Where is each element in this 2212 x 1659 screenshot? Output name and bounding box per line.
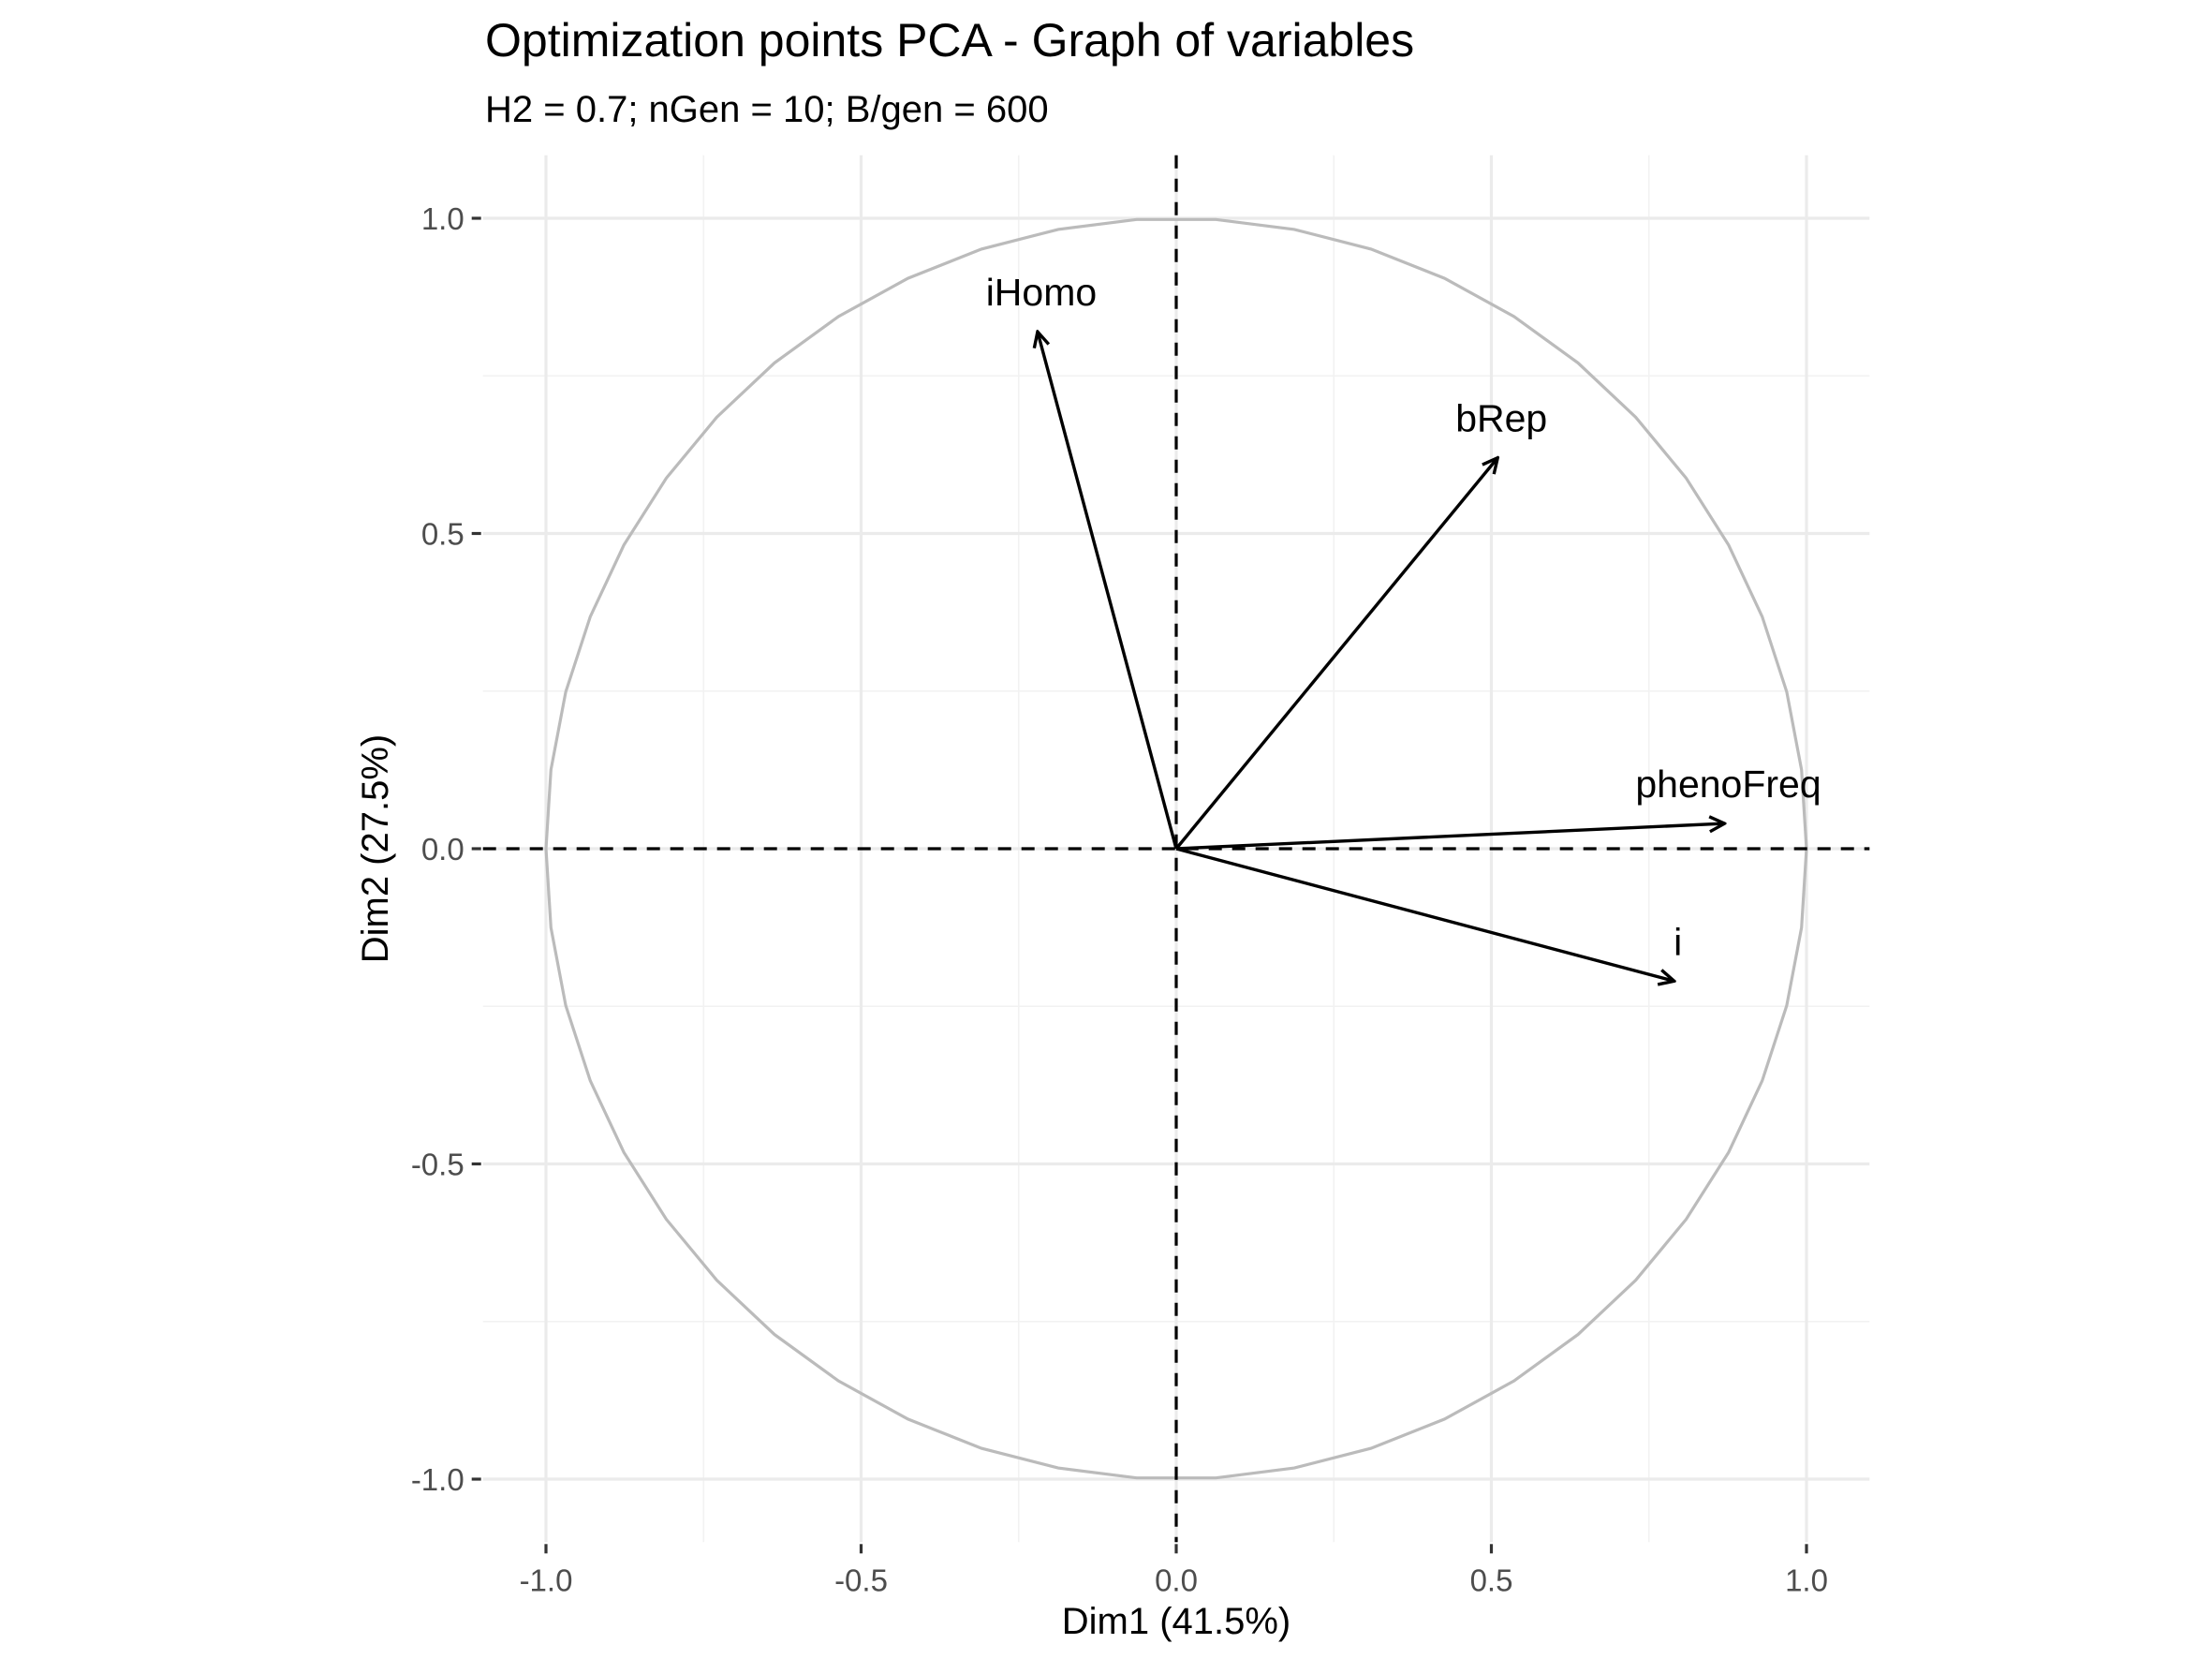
arrow-i bbox=[1175, 847, 1674, 981]
arrow-bRep bbox=[1174, 458, 1497, 851]
y-tick-label: -0.5 bbox=[411, 1148, 465, 1182]
variable-label-i: i bbox=[1674, 920, 1682, 963]
y-tick-label: -1.0 bbox=[411, 1462, 465, 1497]
variable-label-bRep: bRep bbox=[1455, 397, 1547, 440]
correlation-circle bbox=[544, 217, 1808, 1480]
x-tick-label: -1.0 bbox=[520, 1563, 573, 1597]
y-tick-label: 0.0 bbox=[421, 832, 465, 867]
x-axis-ticks: -1.0 -0.5 0.0 0.5 1.0 bbox=[520, 1544, 1828, 1597]
x-tick-label: 1.0 bbox=[1785, 1563, 1828, 1597]
y-tick-label: 1.0 bbox=[421, 201, 465, 236]
chart-subtitle: H2 = 0.7; nGen = 10; B/gen = 600 bbox=[485, 89, 1049, 130]
variable-labels: iHomo bRep phenoFreq i bbox=[986, 271, 1821, 963]
variable-label-phenoFreq: phenoFreq bbox=[1635, 763, 1821, 806]
x-axis-label: Dim1 (41.5%) bbox=[1062, 1601, 1291, 1642]
variable-arrows bbox=[1038, 332, 1725, 981]
y-axis-ticks: -1.0 -0.5 0.0 0.5 1.0 bbox=[411, 201, 481, 1497]
reference-lines bbox=[482, 155, 1870, 1543]
variable-label-iHomo: iHomo bbox=[986, 271, 1097, 314]
x-tick-label: 0.5 bbox=[1470, 1563, 1513, 1597]
arrow-phenoFreq bbox=[1175, 823, 1725, 851]
y-axis-label: Dim2 (27.5%) bbox=[355, 734, 396, 964]
arrow-iHomo bbox=[1038, 332, 1178, 850]
x-tick-label: 0.0 bbox=[1155, 1563, 1198, 1597]
chart-title: Optimization points PCA - Graph of varia… bbox=[485, 14, 1414, 67]
correlation-circle-layer bbox=[544, 217, 1808, 1480]
x-tick-label: -0.5 bbox=[834, 1563, 888, 1597]
y-tick-label: 0.5 bbox=[421, 517, 465, 552]
